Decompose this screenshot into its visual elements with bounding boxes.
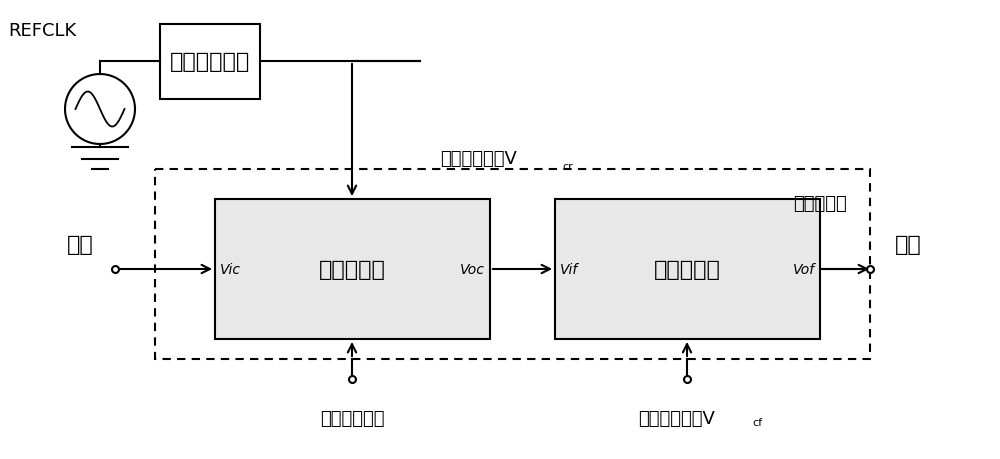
Text: 细调延时线: 细调延时线 [654,259,721,280]
Text: 延时校准环路: 延时校准环路 [170,52,250,73]
Text: Vic: Vic [220,263,241,276]
Text: Vof: Vof [793,263,815,276]
Text: Voc: Voc [460,263,485,276]
Text: REFCLK: REFCLK [8,22,76,40]
Bar [215,200,490,339]
Text: Vif: Vif [560,263,578,276]
Bar [555,200,820,339]
Text: 输出: 输出 [895,235,922,254]
Text: 粗调开关控制: 粗调开关控制 [320,409,384,427]
Text: 实时延时线: 实时延时线 [793,195,847,213]
Text: cr: cr [562,162,573,172]
Text: 粗调延时线: 粗调延时线 [319,259,386,280]
Bar [155,170,870,359]
Text: 输入: 输入 [67,235,93,254]
Text: cf: cf [752,417,762,427]
Text: 粗调控制电压V: 粗调控制电压V [440,150,517,168]
Text: 细调控制电压V: 细调控制电压V [639,409,715,427]
Bar [160,25,260,100]
